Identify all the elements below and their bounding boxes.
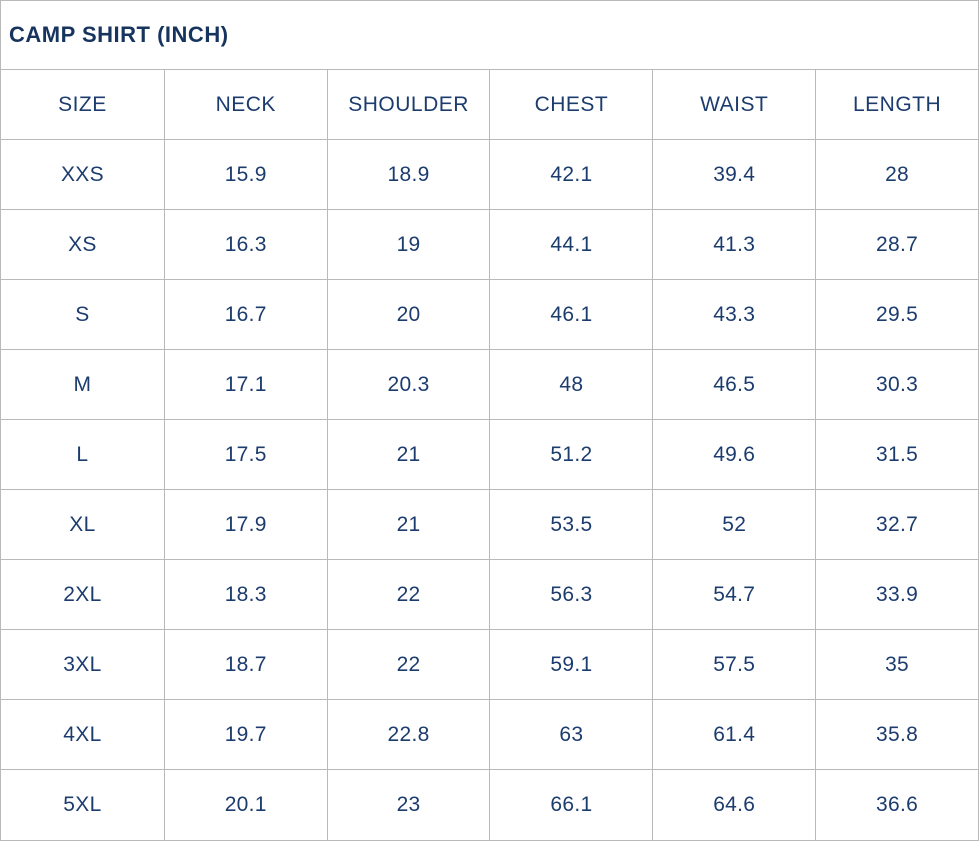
length-cell: 28 (815, 140, 978, 209)
table-row-xs: XS 16.3 19 44.1 41.3 28.7 (1, 210, 978, 280)
size-cell: 3XL (63, 652, 102, 676)
table-row-xl: XL 17.9 21 53.5 52 32.7 (1, 490, 978, 560)
column-header-chest: CHEST (489, 70, 652, 139)
length-cell: 28.7 (815, 210, 978, 279)
column-header-size: SIZE (58, 92, 107, 116)
chest-cell: 42.1 (489, 140, 652, 209)
table-row-s: S 16.7 20 46.1 43.3 29.5 (1, 280, 978, 350)
table-row-xxs: XXS 15.9 18.9 42.1 39.4 28 (1, 140, 978, 210)
neck-cell: 16.3 (163, 210, 327, 279)
neck-cell: 20.1 (163, 770, 327, 840)
waist-cell: 61.4 (652, 700, 815, 769)
length-cell: 35.8 (815, 700, 978, 769)
chest-cell: 44.1 (489, 210, 652, 279)
chest-cell: 51.2 (489, 420, 652, 489)
shoulder-cell: 18.9 (326, 140, 490, 209)
column-header-shoulder: SHOULDER (326, 70, 490, 139)
table-header-row: SIZE NECK SHOULDER CHEST WAIST LENGTH (1, 70, 978, 140)
column-header-waist: WAIST (652, 70, 815, 139)
length-cell: 29.5 (815, 280, 978, 349)
neck-cell: 17.5 (163, 420, 327, 489)
length-cell: 33.9 (815, 560, 978, 629)
chest-cell: 66.1 (489, 770, 652, 840)
shoulder-cell: 21 (326, 420, 490, 489)
size-cell: 2XL (63, 582, 102, 606)
shoulder-cell: 19 (326, 210, 490, 279)
shoulder-cell: 21 (326, 490, 490, 559)
chest-cell: 56.3 (489, 560, 652, 629)
chest-cell: 53.5 (489, 490, 652, 559)
neck-cell: 15.9 (163, 140, 327, 209)
table-row-4xl: 4XL 19.7 22.8 63 61.4 35.8 (1, 700, 978, 770)
table-row-3xl: 3XL 18.7 22 59.1 57.5 35 (1, 630, 978, 700)
neck-cell: 18.3 (163, 560, 327, 629)
shoulder-cell: 22 (326, 560, 490, 629)
size-cell: 5XL (63, 793, 102, 816)
size-cell: XS (68, 232, 97, 256)
waist-cell: 41.3 (652, 210, 815, 279)
size-cell: L (76, 442, 89, 466)
neck-cell: 19.7 (163, 700, 327, 769)
waist-cell: 49.6 (652, 420, 815, 489)
table-row-5xl: 5XL 20.1 23 66.1 64.6 36.6 (1, 770, 978, 840)
shoulder-cell: 20.3 (326, 350, 490, 419)
length-cell: 32.7 (815, 490, 978, 559)
column-header-neck: NECK (163, 70, 327, 139)
neck-cell: 17.1 (163, 350, 327, 419)
table-row-2xl: 2XL 18.3 22 56.3 54.7 33.9 (1, 560, 978, 630)
size-chart-title-row: CAMP SHIRT (INCH) (1, 1, 978, 70)
neck-cell: 18.7 (163, 630, 327, 699)
neck-cell: 17.9 (163, 490, 327, 559)
shoulder-cell: 22.8 (326, 700, 490, 769)
waist-cell: 57.5 (652, 630, 815, 699)
chest-cell: 46.1 (489, 280, 652, 349)
size-cell: XL (69, 512, 96, 536)
waist-cell: 64.6 (652, 770, 815, 840)
shoulder-cell: 22 (326, 630, 490, 699)
length-cell: 36.6 (815, 770, 978, 840)
neck-cell: 16.7 (163, 280, 327, 349)
table-row-m: M 17.1 20.3 48 46.5 30.3 (1, 350, 978, 420)
size-chart-title: CAMP SHIRT (INCH) (9, 22, 229, 47)
size-cell: 4XL (63, 722, 102, 746)
waist-cell: 54.7 (652, 560, 815, 629)
shoulder-cell: 20 (326, 280, 490, 349)
shoulder-cell: 23 (326, 770, 490, 840)
waist-cell: 46.5 (652, 350, 815, 419)
waist-cell: 43.3 (652, 280, 815, 349)
length-cell: 35 (815, 630, 978, 699)
waist-cell: 52 (652, 490, 815, 559)
length-cell: 31.5 (815, 420, 978, 489)
size-cell: XXS (60, 162, 104, 186)
size-cell: M (73, 372, 92, 396)
column-header-length: LENGTH (815, 70, 978, 139)
waist-cell: 39.4 (652, 140, 815, 209)
chest-cell: 63 (489, 700, 652, 769)
length-cell: 30.3 (815, 350, 978, 419)
table-row-l: L 17.5 21 51.2 49.6 31.5 (1, 420, 978, 490)
chest-cell: 48 (489, 350, 652, 419)
chest-cell: 59.1 (489, 630, 652, 699)
size-cell: S (75, 302, 90, 326)
